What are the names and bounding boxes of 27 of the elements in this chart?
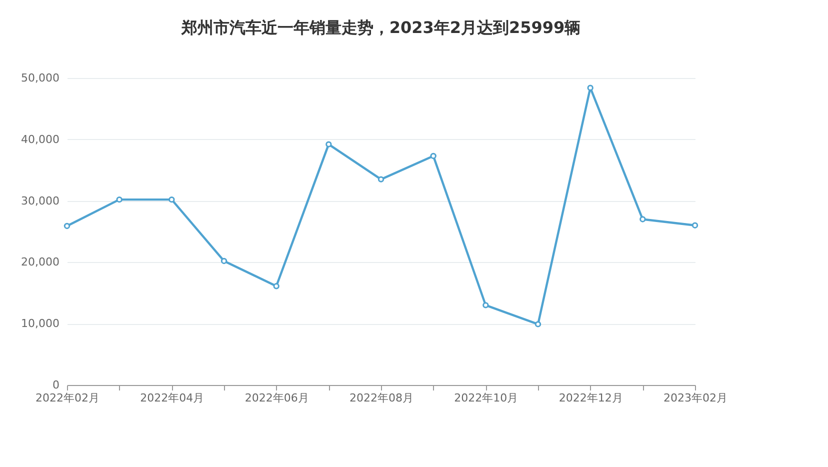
x-tick-label: 2022年10月 xyxy=(454,392,518,404)
point xyxy=(692,222,698,228)
y-tick-label: 10,000 xyxy=(21,317,60,330)
point xyxy=(587,84,594,91)
x-tick-label: 2022年04月 xyxy=(140,392,204,404)
point xyxy=(220,258,228,264)
x-tick-label: 2023年02月 xyxy=(664,392,728,404)
point xyxy=(430,152,436,160)
x-tick-label: 2022年02月 xyxy=(36,392,100,404)
x-tick-label: 2022年12月 xyxy=(558,392,623,404)
y-tick-label: 40,000 xyxy=(21,132,60,146)
y-tick-label: 30,000 xyxy=(21,194,60,208)
x-tick-label: 2022年06月 xyxy=(244,392,309,404)
chart-title: 郑州市汽车近一年销量走势，2023年2月达到25999辆 xyxy=(180,18,581,37)
point xyxy=(534,321,542,328)
y-tick-label: 0 xyxy=(52,378,60,392)
point xyxy=(378,176,384,182)
y-tick-label: 20,000 xyxy=(21,256,60,269)
point xyxy=(273,283,280,290)
point xyxy=(326,141,332,148)
point xyxy=(64,222,70,230)
x-tick-label: 2022年08月 xyxy=(350,392,414,404)
point xyxy=(482,302,489,308)
y-tick-label: 50,000 xyxy=(21,72,60,84)
point xyxy=(640,216,646,222)
point xyxy=(168,196,175,203)
point xyxy=(116,196,122,203)
